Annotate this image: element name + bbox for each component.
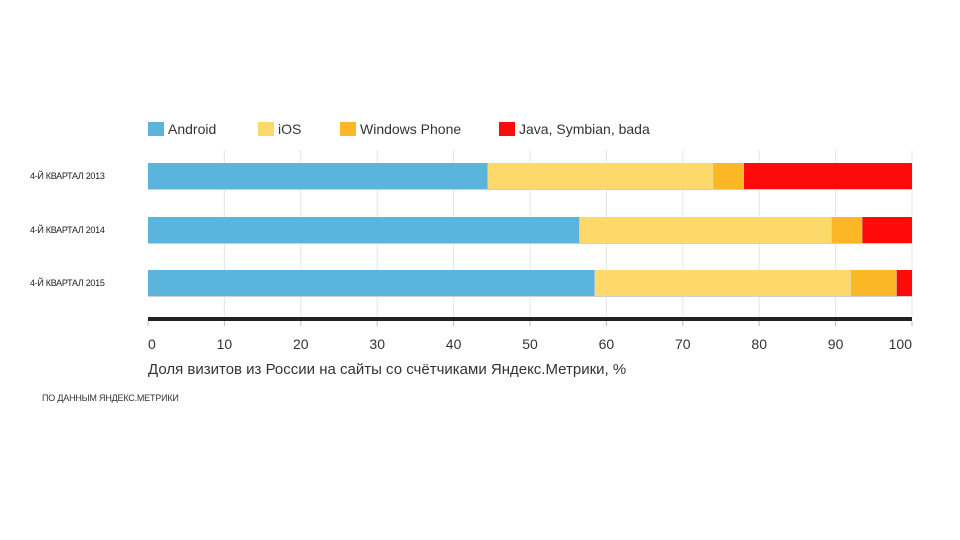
tick-label: 90	[828, 336, 844, 352]
legend-label: Android	[168, 121, 216, 137]
tick-label: 80	[751, 336, 767, 352]
bar-segment	[862, 217, 912, 243]
category-label: 4-Й КВАРТАЛ 2013	[30, 170, 105, 181]
source-note: ПО ДАННЫМ ЯНДЕКС.МЕТРИКИ	[42, 393, 179, 403]
tick-label: 10	[217, 336, 233, 352]
category-label: 4-Й КВАРТАЛ 2015	[30, 277, 105, 288]
bar-segment	[896, 270, 912, 296]
bar-segment	[850, 270, 897, 296]
legend-label: Windows Phone	[360, 121, 461, 137]
legend: Android iOS Windows Phone Java, Symbian, ba…	[148, 121, 650, 137]
bar-row	[148, 270, 912, 297]
x-axis-title: Доля визитов из России на сайты со счётч…	[148, 361, 626, 378]
tick-label: 70	[675, 336, 691, 352]
bars	[148, 163, 912, 297]
bar-row	[148, 217, 912, 244]
bar-row	[148, 163, 912, 190]
category-labels: 4-Й КВАРТАЛ 2013 4-Й КВАРТАЛ 2014 4-Й КВАР…	[30, 170, 105, 288]
legend-swatch	[258, 122, 274, 136]
bar-segment	[148, 270, 595, 296]
category-label: 4-Й КВАРТАЛ 2014	[30, 224, 105, 235]
tick-label: 30	[369, 336, 385, 352]
bar-segment	[743, 163, 912, 189]
tick-label: 50	[522, 336, 538, 352]
x-axis-line	[148, 317, 912, 321]
legend-item: Windows Phone	[340, 121, 461, 137]
tick-label: 100	[889, 336, 913, 352]
tick-label: 20	[293, 336, 309, 352]
bar-segment	[713, 163, 744, 189]
legend-label: Java, Symbian, bada	[519, 121, 650, 137]
bar-segment	[831, 217, 863, 243]
legend-swatch	[148, 122, 164, 136]
bar-segment	[148, 163, 488, 189]
bar-segment	[487, 163, 714, 189]
bar-segment	[579, 217, 832, 243]
legend-swatch	[499, 122, 515, 136]
bar-segment	[148, 217, 580, 243]
tick-label: 60	[599, 336, 615, 352]
legend-item: iOS	[258, 121, 301, 137]
tick-label: 40	[446, 336, 462, 352]
x-axis: 0 10 20 30 40 50 60 70 80 90 100	[147, 317, 913, 352]
legend-label: iOS	[278, 121, 301, 137]
bar-segment	[594, 270, 851, 296]
legend-item: Java, Symbian, bada	[499, 121, 650, 137]
legend-item: Android	[148, 121, 216, 137]
tick-label: 0	[148, 336, 156, 352]
legend-swatch	[340, 122, 356, 136]
